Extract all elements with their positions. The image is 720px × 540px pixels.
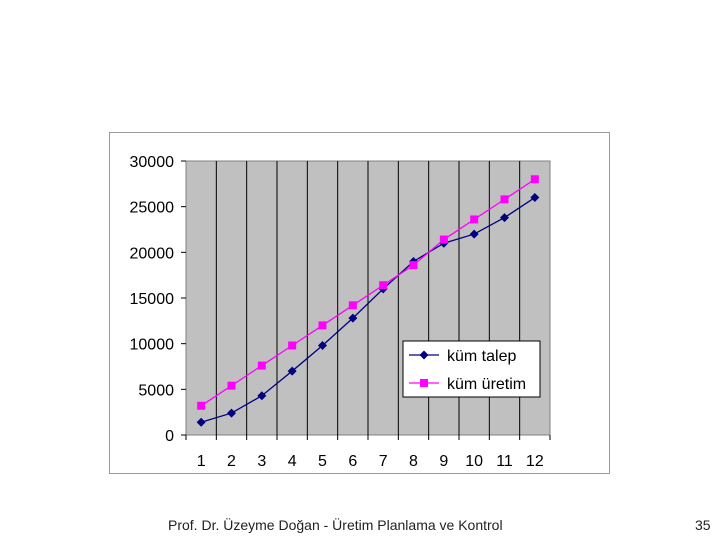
y-tick-label: 20000 <box>130 245 175 262</box>
data-point <box>257 361 266 370</box>
data-point <box>379 281 388 290</box>
data-point <box>500 195 509 204</box>
footer-title: Prof. Dr. Üzeyme Doğan - Üretim Planlama… <box>168 517 503 533</box>
data-point <box>530 193 540 203</box>
data-point <box>439 235 448 244</box>
data-point <box>196 417 206 427</box>
series-line <box>200 178 536 407</box>
data-point <box>530 175 539 184</box>
legend-marker <box>420 379 428 387</box>
x-tick-label: 3 <box>257 453 266 470</box>
data-point <box>227 381 236 390</box>
x-tick-label: 7 <box>379 453 388 470</box>
y-tick-label: 15000 <box>130 291 175 308</box>
x-tick-label: 9 <box>439 453 448 470</box>
x-tick-label: 1 <box>197 453 206 470</box>
y-tick-label: 25000 <box>130 200 175 217</box>
series-line <box>200 196 536 423</box>
legend-box <box>402 340 541 398</box>
data-point <box>257 391 267 401</box>
x-tick-label: 8 <box>409 453 418 470</box>
data-point <box>318 340 327 350</box>
y-tick-label: 5000 <box>138 382 174 399</box>
x-tick-label: 6 <box>348 453 357 470</box>
page-number: 35 <box>695 517 711 533</box>
data-point <box>318 321 327 330</box>
data-point <box>227 408 236 418</box>
x-tick-label: 11 <box>496 453 513 470</box>
x-tick-label: 5 <box>318 453 327 470</box>
legend-marker <box>419 350 429 360</box>
x-tick-label: 12 <box>526 453 544 470</box>
data-point <box>348 313 358 323</box>
x-tick-label: 2 <box>227 453 236 470</box>
data-point <box>500 213 509 223</box>
x-tick-label: 4 <box>288 453 297 470</box>
y-tick-label: 10000 <box>130 337 175 354</box>
chart-frame: 0 5000 10000 15000 20000 25000 30000 1 2 3 4 5 6 7 8 9 1… <box>109 132 610 474</box>
data-point <box>470 215 479 224</box>
y-tick-label: 30000 <box>130 154 175 171</box>
legend-label: küm talep <box>447 348 516 365</box>
data-point <box>197 401 206 410</box>
data-point <box>469 229 479 239</box>
data-point <box>287 366 297 376</box>
data-point <box>348 301 357 310</box>
y-tick-label: 0 <box>165 428 174 445</box>
data-point <box>288 341 297 350</box>
data-point <box>409 261 418 270</box>
x-tick-label: 10 <box>465 453 483 470</box>
legend-label: küm üretim <box>447 376 526 393</box>
